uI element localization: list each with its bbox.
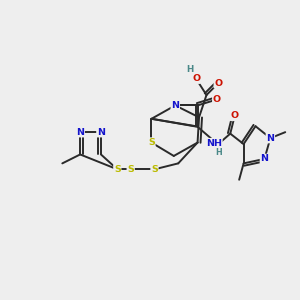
Text: S: S: [127, 165, 134, 174]
Text: O: O: [213, 95, 221, 104]
Text: N: N: [97, 128, 105, 137]
Text: O: O: [192, 74, 200, 83]
Text: N: N: [266, 134, 274, 142]
Text: H: H: [216, 148, 222, 158]
Text: N: N: [260, 154, 268, 164]
Text: S: S: [151, 165, 158, 174]
Text: O: O: [214, 79, 222, 88]
Text: H: H: [186, 65, 193, 74]
Text: NH: NH: [206, 139, 222, 148]
Text: O: O: [231, 111, 239, 120]
Text: S: S: [114, 165, 121, 174]
Text: S: S: [148, 138, 155, 147]
Text: N: N: [171, 101, 179, 110]
Text: N: N: [76, 128, 84, 137]
